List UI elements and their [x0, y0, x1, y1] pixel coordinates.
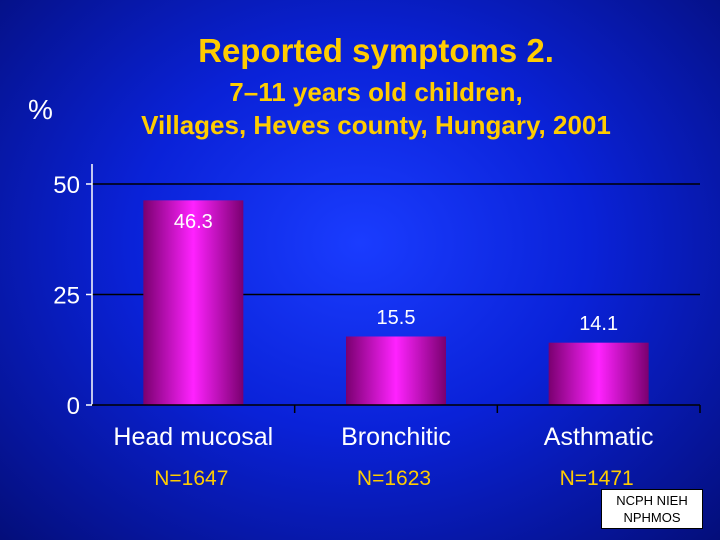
data-label: 14.1: [579, 313, 618, 335]
subtitle-line-1: 7–11 years old children,: [229, 77, 523, 107]
bar: [143, 200, 244, 405]
data-label: 15.5: [377, 307, 416, 329]
subtitle-line-2: Villages, Heves county, Hungary, 2001: [141, 110, 611, 140]
bar: [548, 342, 649, 405]
x-tick-label: Head mucosal: [113, 423, 273, 451]
source-line-2: NPHMOS: [623, 510, 681, 525]
y-tick-label: 50: [53, 172, 80, 199]
x-tick-label: Asthmatic: [544, 423, 654, 451]
x-tick-label: Bronchitic: [341, 423, 451, 451]
data-label: 46.3: [174, 211, 213, 233]
chart-subtitle: 7–11 years old children, Villages, Heves…: [0, 76, 720, 142]
bar: [346, 336, 446, 405]
sample-size-label: N=1647: [154, 467, 228, 490]
y-tick-label: 25: [53, 283, 80, 310]
sample-size-label: N=1471: [560, 467, 634, 490]
sample-size-label: N=1623: [357, 467, 431, 490]
chart-title: Reported symptoms 2.: [198, 32, 554, 69]
source-box: NCPH NIEH NPHMOS: [601, 489, 703, 529]
y-axis-label: %: [28, 94, 53, 125]
y-tick-label: 0: [67, 393, 80, 420]
source-line-1: NCPH NIEH: [616, 493, 688, 508]
